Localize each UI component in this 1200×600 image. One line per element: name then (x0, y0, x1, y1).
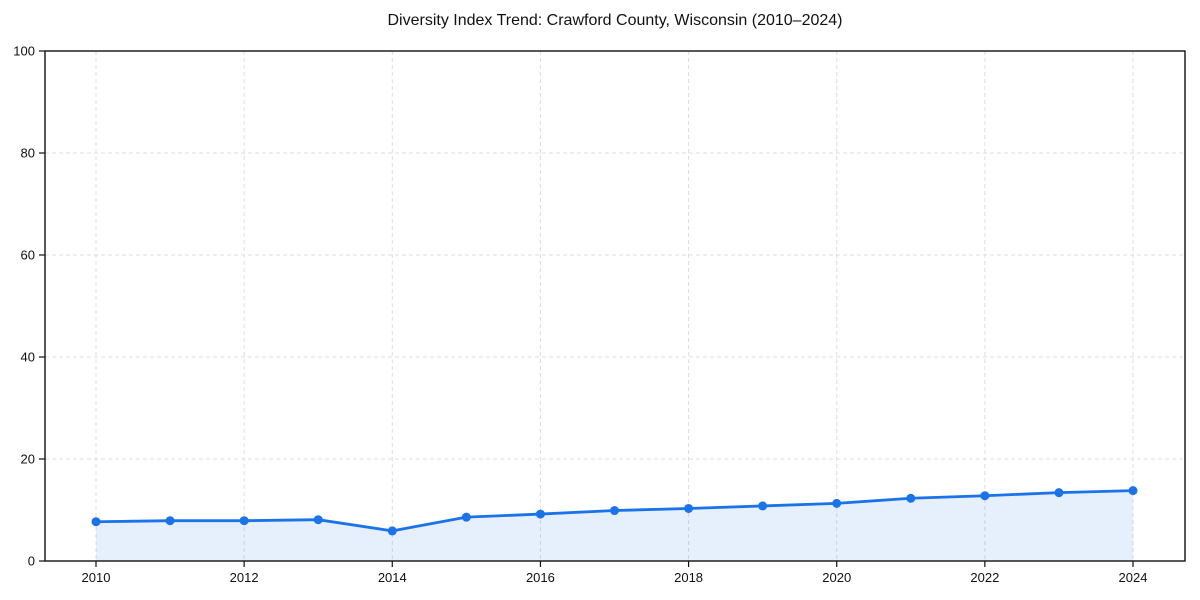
data-point-marker (387, 526, 397, 536)
y-tick-label: 0 (28, 554, 35, 569)
data-point-marker (906, 493, 916, 503)
data-point-marker (313, 515, 323, 525)
data-point-marker (684, 503, 694, 513)
data-point-marker (535, 509, 545, 519)
x-tick-label: 2016 (526, 570, 555, 585)
x-tick-label: 2020 (822, 570, 851, 585)
y-tick-label: 40 (21, 350, 35, 365)
x-tick-label: 2014 (378, 570, 407, 585)
y-tick-label: 100 (13, 44, 35, 59)
x-tick-label: 2024 (1119, 570, 1148, 585)
data-point-marker (758, 501, 768, 511)
x-tick-label: 2010 (82, 570, 111, 585)
data-point-marker (1054, 488, 1064, 498)
x-tick-label: 2018 (674, 570, 703, 585)
y-tick-label: 60 (21, 248, 35, 263)
data-point-marker (239, 516, 249, 526)
data-point-marker (832, 498, 842, 508)
data-point-marker (165, 516, 175, 526)
chart-title: Diversity Index Trend: Crawford County, … (387, 12, 843, 29)
plot-border (44, 50, 1186, 562)
x-tick-label: 2012 (230, 570, 259, 585)
y-tick-label: 20 (21, 452, 35, 467)
data-point-marker (1128, 486, 1138, 496)
data-point-marker (610, 506, 619, 516)
data-point-marker (980, 491, 990, 501)
data-point-marker (91, 517, 101, 527)
y-tick-label: 80 (21, 146, 35, 161)
series-area (96, 490, 1133, 561)
data-point-marker (461, 512, 471, 522)
x-tick-label: 2022 (970, 570, 999, 585)
